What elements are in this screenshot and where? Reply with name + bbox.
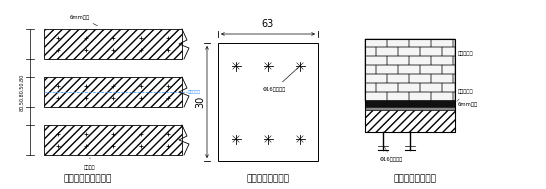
Text: 63: 63 — [262, 19, 274, 29]
Text: 拱腹中轴线: 拱腹中轴线 — [188, 90, 201, 94]
Bar — [365, 100, 455, 107]
Text: 30: 30 — [195, 96, 205, 108]
Bar — [365, 83, 376, 92]
Text: 箱固螺栓: 箱固螺栓 — [84, 158, 96, 170]
Bar — [442, 83, 455, 92]
Bar — [398, 65, 420, 74]
Bar — [431, 92, 453, 101]
Bar — [387, 39, 409, 47]
Bar — [365, 107, 455, 112]
Bar — [420, 83, 442, 92]
Bar — [398, 83, 420, 92]
Bar — [442, 65, 455, 74]
Bar — [365, 39, 455, 101]
Bar — [409, 56, 431, 65]
Text: 拱腹粘贴钢板展开图: 拱腹粘贴钢板展开图 — [64, 174, 112, 184]
Bar — [218, 43, 318, 161]
Text: Φ16锚固螺栓: Φ16锚固螺栓 — [380, 146, 403, 163]
Bar — [365, 74, 387, 83]
Bar — [431, 39, 453, 47]
Bar — [365, 39, 455, 132]
Bar — [442, 47, 455, 56]
Bar — [387, 74, 409, 83]
Bar — [365, 39, 387, 47]
Text: 环氧树脂浆: 环氧树脂浆 — [457, 89, 473, 101]
Bar — [431, 74, 453, 83]
Bar — [376, 83, 398, 92]
Text: Φ16箱面螺栓: Φ16箱面螺栓 — [263, 68, 298, 91]
Bar — [409, 39, 431, 47]
Bar — [387, 56, 409, 65]
Bar — [365, 56, 387, 65]
Text: 6mm钢板: 6mm钢板 — [455, 102, 478, 109]
Bar — [431, 56, 453, 65]
Bar — [365, 47, 376, 56]
Bar — [453, 74, 455, 83]
Bar — [453, 56, 455, 65]
Text: 拱腹碎石石: 拱腹碎石石 — [455, 51, 473, 57]
Bar — [453, 92, 455, 101]
Bar — [365, 92, 387, 101]
Bar — [44, 77, 182, 107]
Text: 钢板构造图（二）: 钢板构造图（二） — [394, 174, 436, 184]
Bar — [409, 92, 431, 101]
Bar — [420, 47, 442, 56]
Bar — [44, 29, 182, 59]
Bar — [365, 110, 455, 132]
Text: 钢板构造图（一）: 钢板构造图（一） — [246, 174, 289, 184]
Text: 80.50.80.50.80: 80.50.80.50.80 — [20, 73, 25, 111]
Bar — [398, 47, 420, 56]
Bar — [376, 65, 398, 74]
Bar — [420, 65, 442, 74]
Bar — [409, 74, 431, 83]
Text: 6mm钢板: 6mm钢板 — [70, 15, 98, 26]
Bar — [453, 39, 455, 47]
Bar — [44, 125, 182, 155]
Bar — [365, 65, 376, 74]
Bar — [376, 47, 398, 56]
Bar — [387, 92, 409, 101]
